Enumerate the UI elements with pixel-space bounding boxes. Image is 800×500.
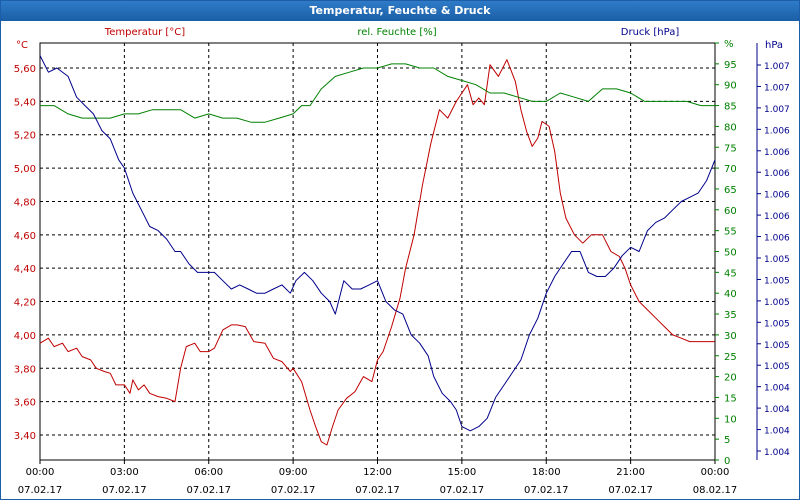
temperature-tick-label: 4,80 xyxy=(14,197,36,208)
humidity-tick-label: 15 xyxy=(724,393,737,404)
humidity-tick-label: 95 xyxy=(724,60,737,71)
pressure-tick-label: 1.005 xyxy=(764,255,790,265)
pressure-tick-label: 1.005 xyxy=(764,362,790,372)
temperature-tick-label: 3,40 xyxy=(14,431,36,442)
pressure-tick-label: 1.005 xyxy=(764,276,790,286)
temperature-tick-label: 5,20 xyxy=(14,131,36,142)
legend-temperature: Temperatur [°C] xyxy=(104,27,185,38)
axis-layer: 00:00 07.02.17 03:00 07.02.17 06:00 07.02.17 0… xyxy=(14,27,790,496)
series-line-humidity xyxy=(40,63,715,123)
x-tick-date-label: 08.02.17 xyxy=(693,485,738,496)
pressure-tick-label: 1.005 xyxy=(764,319,790,329)
series-layer xyxy=(39,55,716,446)
pressure-tick-label: 1.004 xyxy=(764,405,790,415)
x-tick-time-label: 15:00 xyxy=(447,467,476,478)
grid-layer xyxy=(40,43,715,460)
temperature-tick-label: 4,20 xyxy=(14,298,36,309)
x-tick-time-label: 12:00 xyxy=(363,467,392,478)
x-tick-date-label: 07.02.17 xyxy=(524,485,569,496)
x-tick-date-label: 07.02.17 xyxy=(186,485,231,496)
x-tick-date-label: 07.02.17 xyxy=(271,485,316,496)
x-tick-time-label: 00:00 xyxy=(701,467,730,478)
pressure-unit-label: hPa xyxy=(765,40,783,51)
humidity-tick-label: 80 xyxy=(724,122,737,133)
pressure-tick-label: 1.006 xyxy=(764,126,790,136)
temperature-tick-label: 3,80 xyxy=(14,364,36,375)
humidity-tick-label: 10 xyxy=(724,414,737,425)
x-tick-date-label: 07.02.17 xyxy=(102,485,147,496)
humidity-tick-label: 45 xyxy=(724,268,737,279)
humidity-tick-label: 60 xyxy=(724,206,737,217)
x-tick-date-label: 07.02.17 xyxy=(355,485,400,496)
x-tick-date-label: 07.02.17 xyxy=(440,485,485,496)
pressure-tick-label: 1.006 xyxy=(764,169,790,179)
x-tick-time-label: 00:00 xyxy=(26,467,55,478)
series-line-temperature xyxy=(39,59,715,446)
humidity-tick-label: 55 xyxy=(724,227,737,238)
humidity-tick-label: % xyxy=(724,39,734,50)
pressure-tick-label: 1.007 xyxy=(764,105,790,115)
temperature-tick-label: 3,60 xyxy=(14,398,36,409)
pressure-tick-label: 1.006 xyxy=(764,212,790,222)
temperature-tick-label: 4,60 xyxy=(14,231,36,242)
legend-humidity: rel. Feuchte [%] xyxy=(357,27,436,38)
title-bar: Temperatur, Feuchte & Druck xyxy=(1,1,799,21)
temperature-tick-label: 5,40 xyxy=(14,97,36,108)
humidity-tick-label: 65 xyxy=(724,185,737,196)
window-title: Temperatur, Feuchte & Druck xyxy=(309,4,491,17)
pressure-tick-label: 1.007 xyxy=(764,62,790,72)
pressure-tick-label: 1.006 xyxy=(764,234,790,244)
pressure-tick-label: 1.004 xyxy=(764,448,790,458)
humidity-tick-label: 40 xyxy=(724,289,737,300)
x-tick-time-label: 21:00 xyxy=(616,467,645,478)
humidity-tick-label: 35 xyxy=(724,310,737,321)
humidity-tick-label: 85 xyxy=(724,102,737,113)
humidity-tick-label: 5 xyxy=(724,435,730,446)
pressure-tick-label: 1.005 xyxy=(764,341,790,351)
pressure-tick-label: 1.006 xyxy=(764,191,790,201)
pressure-tick-label: 1.006 xyxy=(764,148,790,158)
humidity-tick-label: 75 xyxy=(724,143,737,154)
humidity-tick-label: 70 xyxy=(724,164,737,175)
temperature-unit-label: °C xyxy=(16,40,28,51)
x-tick-time-label: 06:00 xyxy=(194,467,223,478)
pressure-tick-label: 1.005 xyxy=(764,298,790,308)
series-line-pressure xyxy=(39,55,716,432)
humidity-tick-label: 90 xyxy=(724,81,737,92)
x-tick-time-label: 03:00 xyxy=(110,467,139,478)
temperature-tick-label: 5,60 xyxy=(14,64,36,75)
humidity-tick-label: 0 xyxy=(724,456,730,467)
pressure-tick-label: 1.004 xyxy=(764,384,790,394)
humidity-tick-label: 30 xyxy=(724,331,737,342)
pressure-tick-label: 1.007 xyxy=(764,83,790,93)
legend-pressure: Druck [hPa] xyxy=(621,27,680,38)
x-tick-date-label: 07.02.17 xyxy=(18,485,63,496)
pressure-tick-label: 1.004 xyxy=(764,427,790,437)
humidity-tick-label: 20 xyxy=(724,373,737,384)
temperature-tick-label: 4,40 xyxy=(14,264,36,275)
x-tick-time-label: 09:00 xyxy=(279,467,308,478)
temperature-tick-label: 4,00 xyxy=(14,331,36,342)
temperature-tick-label: 5,00 xyxy=(14,164,36,175)
humidity-tick-label: 50 xyxy=(724,248,737,259)
x-tick-date-label: 07.02.17 xyxy=(608,485,653,496)
humidity-tick-label: 25 xyxy=(724,352,737,363)
x-tick-time-label: 18:00 xyxy=(532,467,561,478)
